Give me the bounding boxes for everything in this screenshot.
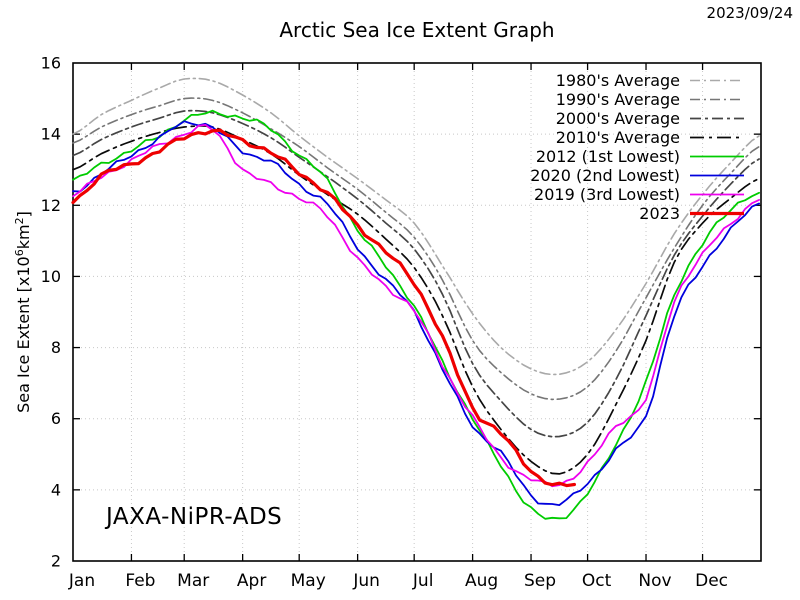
series-line-y2019	[72, 124, 760, 488]
x-tick-label-mar: Mar	[177, 571, 209, 591]
legend-label-avg1990s: 1990's Average	[556, 90, 680, 109]
date-label: 2023/09/24	[706, 4, 793, 22]
x-tick-label-aug: Aug	[465, 571, 498, 591]
y-tick-label: 6	[51, 409, 61, 428]
y-tick-label: 2	[51, 552, 61, 571]
y-tick-label: 16	[41, 54, 61, 73]
series-line-y2020	[72, 120, 760, 506]
legend-label-y2012: 2012 (1st Lowest)	[536, 147, 680, 166]
y-axis-label-prefix: Sea Ice Extent [x10	[14, 256, 34, 413]
legend-label-avg2000s: 2000's Average	[556, 109, 680, 128]
x-tick-label-jul: Jul	[412, 571, 434, 591]
y-axis-label: Sea Ice Extent [x106km2]	[13, 211, 33, 413]
series-line-avg1980s	[72, 77, 760, 376]
watermark-jaxa-nipr-ads: JAXA-NiPR-ADS	[106, 504, 283, 530]
x-tick-label-sep: Sep	[524, 571, 556, 591]
legend-label-avg1980s: 1980's Average	[556, 71, 680, 90]
y-axis-label-km: km	[14, 224, 34, 250]
x-tick-label-dec: Dec	[695, 571, 728, 591]
y-tick-label: 14	[41, 125, 61, 144]
y-tick-label: 10	[41, 267, 61, 286]
x-tick-label-jan: Jan	[68, 571, 95, 591]
y-axis-label-suffix: ]	[14, 211, 34, 218]
series-line-avg1990s	[72, 97, 760, 401]
series-line-avg2000s	[72, 109, 760, 438]
legend-label-y2019: 2019 (3rd Lowest)	[534, 185, 680, 204]
x-tick-label-oct: Oct	[582, 571, 612, 591]
chart-title: Arctic Sea Ice Extent Graph	[279, 18, 555, 42]
x-tick-label-nov: Nov	[638, 571, 671, 591]
y-axis-label-sup2: 2	[12, 217, 26, 225]
y-axis-label-sup6: 6	[12, 249, 26, 257]
legend-label-y2020: 2020 (2nd Lowest)	[530, 166, 680, 185]
plot-border	[72, 62, 762, 562]
x-tick-label-apr: Apr	[237, 571, 266, 591]
y-tick-label: 12	[41, 196, 61, 215]
series-line-y2023	[71, 128, 576, 488]
series-line-y2012	[72, 109, 760, 520]
legend-label-y2023: 2023	[639, 204, 680, 223]
legend-label-avg2010s: 2010's Average	[556, 128, 680, 147]
x-tick-label-feb: Feb	[125, 571, 155, 591]
y-tick-label: 8	[51, 338, 61, 357]
x-tick-label-may: May	[291, 571, 326, 591]
y-tick-label: 4	[51, 480, 61, 499]
x-tick-label-jun: Jun	[352, 571, 380, 591]
series-line-avg2010s	[72, 125, 760, 475]
